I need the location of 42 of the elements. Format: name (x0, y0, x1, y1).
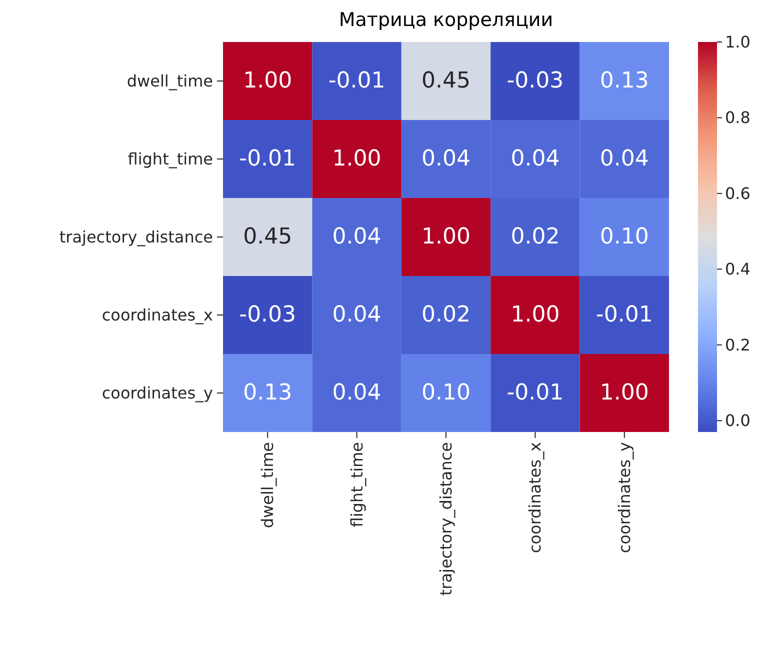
data-label: 0.45 (243, 224, 292, 250)
data-label: 0.04 (332, 224, 382, 250)
x-tick-label: flight_time (347, 442, 366, 528)
data-label: -0.01 (239, 146, 296, 172)
color-bar-label: 0.4 (725, 260, 750, 279)
data-label: 0.02 (422, 302, 470, 328)
data-label: 0.10 (422, 380, 470, 406)
data-label: 0.10 (600, 224, 649, 250)
data-label: 0.13 (600, 68, 649, 94)
data-label: 1.00 (600, 380, 649, 406)
data-label: 0.45 (422, 68, 470, 94)
y-tick-label: trajectory_distance (59, 228, 213, 246)
x-tick-label: coordinates_y (614, 442, 634, 554)
data-label: 1.00 (510, 302, 560, 328)
y-tick-label: dwell_time (126, 72, 213, 90)
color-bar-label: 0.2 (725, 335, 750, 354)
data-label: -0.01 (596, 302, 653, 328)
data-label: 0.13 (243, 380, 292, 406)
x-tick-label: trajectory_distance (436, 442, 456, 596)
data-label: 1.00 (422, 224, 470, 250)
chart-title: Матрица корреляции (338, 9, 554, 31)
color-bar-label: 1.0 (725, 32, 750, 52)
y-tick-label: coordinates_x (102, 306, 213, 324)
data-label: 0.02 (510, 224, 560, 250)
data-label: -0.01 (506, 380, 564, 406)
data-label: 0.04 (510, 146, 560, 172)
data-label: 1.00 (332, 146, 382, 172)
y-tick-label: coordinates_y (102, 384, 213, 402)
y-tick-label: flight_time (128, 150, 213, 168)
data-label: 1.00 (243, 68, 292, 94)
data-label: -0.03 (506, 68, 564, 94)
color-bar-label: 0.0 (725, 411, 750, 430)
data-label: 0.04 (332, 302, 382, 328)
color-bar-label: 0.8 (725, 108, 750, 128)
data-label: 0.04 (600, 146, 649, 172)
x-tick-label: dwell_time (258, 442, 278, 528)
color-bar-label: 0.6 (725, 184, 750, 203)
data-label: 0.04 (422, 146, 470, 172)
data-label: -0.01 (328, 68, 386, 94)
data-label: -0.03 (239, 302, 296, 328)
data-label: 0.04 (332, 380, 382, 406)
x-tick-label: coordinates_x (526, 442, 545, 554)
